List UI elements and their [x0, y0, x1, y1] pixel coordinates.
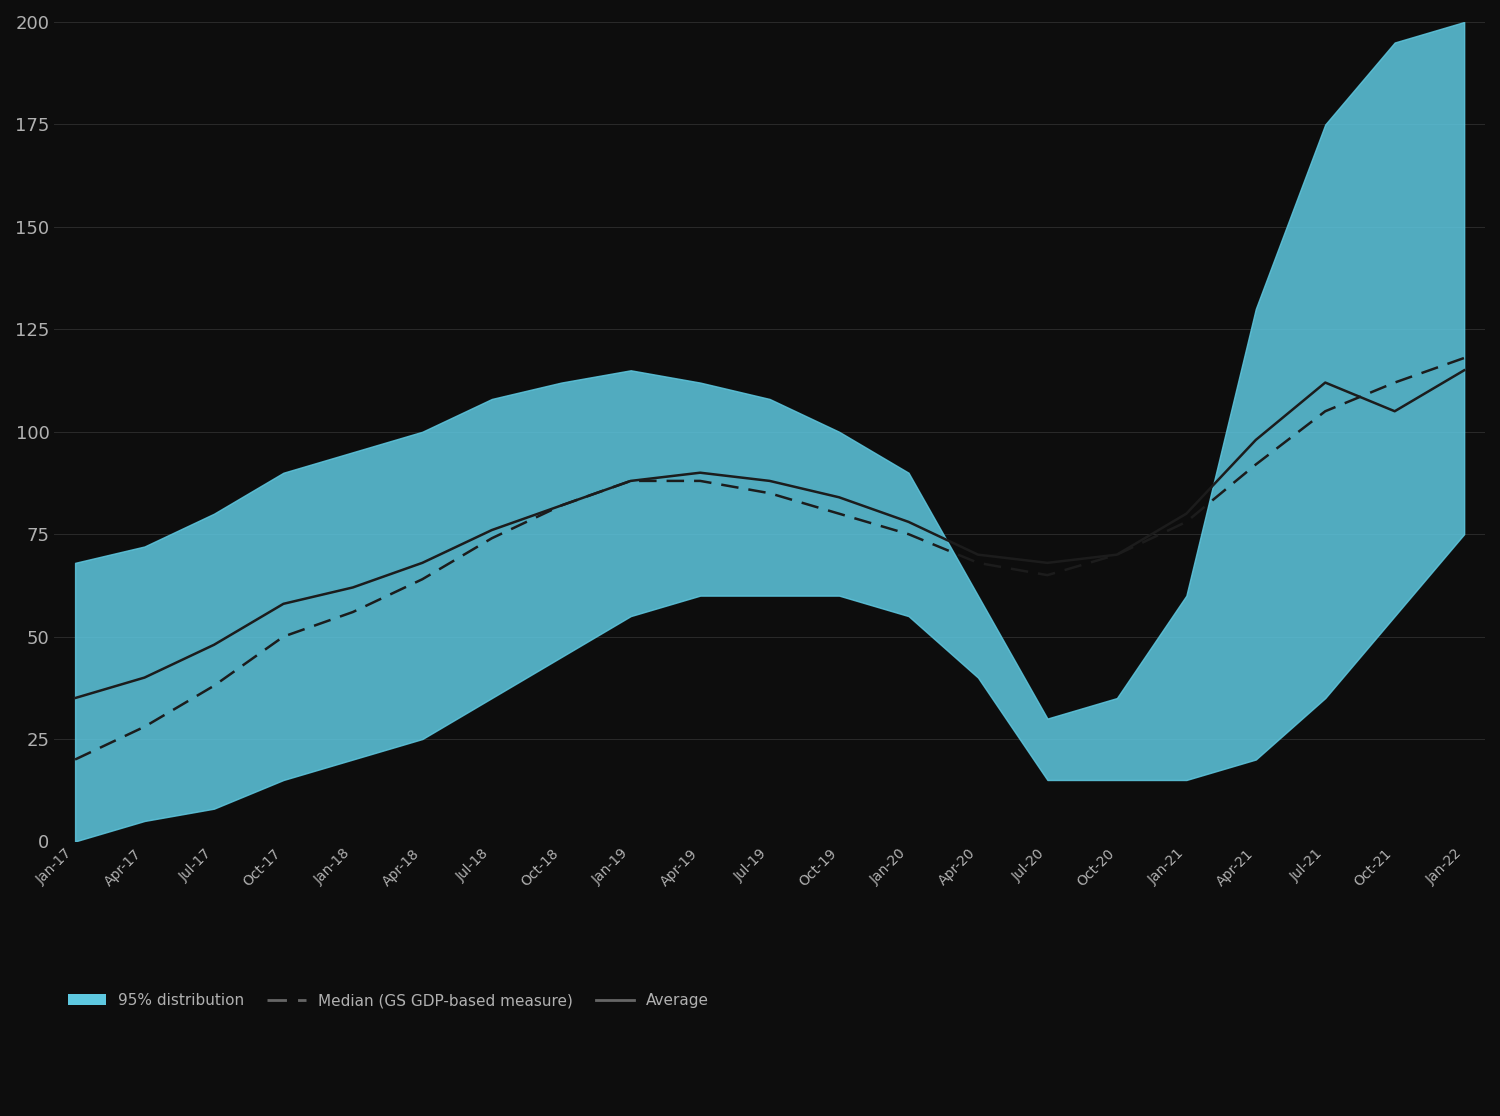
Legend: 95% distribution, Median (GS GDP-based measure), Average: 95% distribution, Median (GS GDP-based m… — [62, 987, 716, 1014]
